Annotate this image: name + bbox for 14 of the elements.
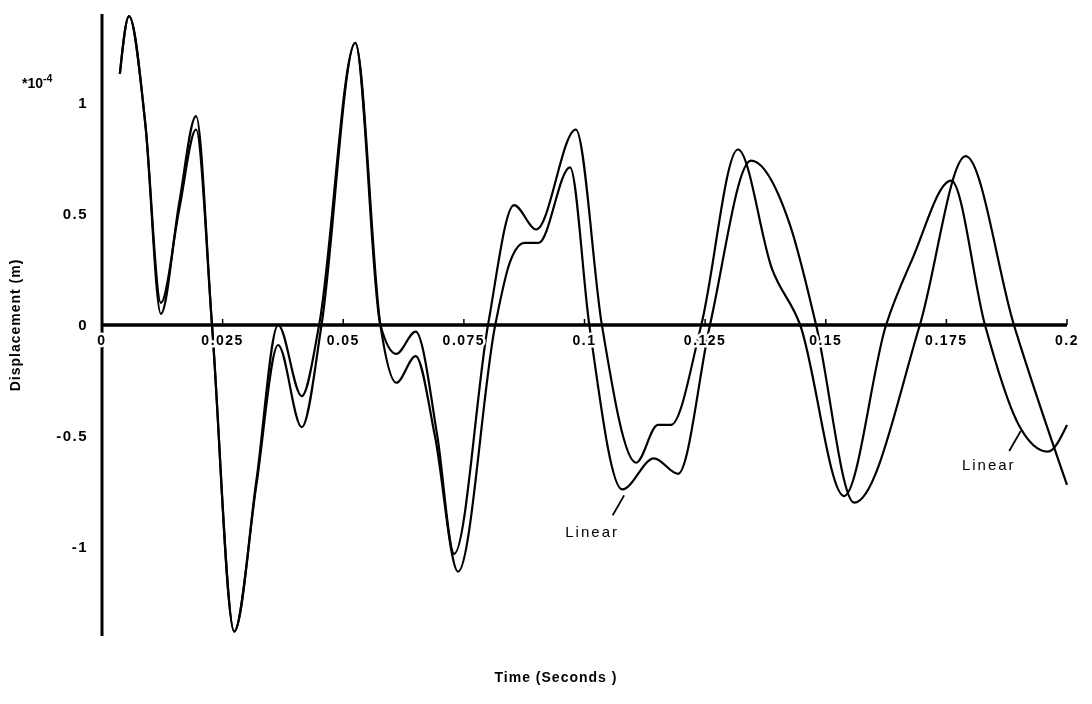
x-tick-label: 0.075 — [442, 332, 486, 348]
x-tick-label: 0.175 — [925, 332, 968, 348]
y-axis-title: Displacement (m) — [7, 258, 23, 392]
annotation: Linear — [565, 523, 619, 541]
y-tick-label: 0 — [78, 316, 88, 333]
text: *10$^{-4}$ — [22, 72, 53, 91]
y-tick-label: -1 — [71, 538, 88, 556]
y-tick-label: -0.5 — [56, 427, 88, 445]
y-tick-label: 1 — [78, 93, 88, 111]
x-tick-label: 0.05 — [326, 332, 360, 348]
x-axis-title: Time (Seconds ) — [494, 669, 618, 685]
x-tick-label: 0.2 — [1055, 332, 1079, 348]
y-tick-label: 0.5 — [62, 204, 88, 222]
annotation: Linear — [961, 455, 1016, 473]
